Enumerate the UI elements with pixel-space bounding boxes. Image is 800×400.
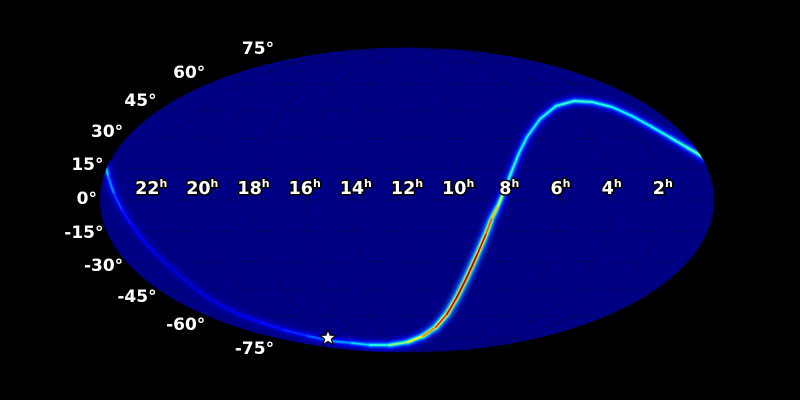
ra-label-2h: 2h xyxy=(653,177,673,199)
band-segment xyxy=(422,326,437,337)
ra-label-6h: 6h xyxy=(550,177,570,199)
probability-band xyxy=(100,95,712,351)
band-segment xyxy=(351,342,371,346)
band-segment xyxy=(283,329,309,337)
band-segment xyxy=(217,303,239,315)
band-segment xyxy=(446,296,458,315)
ra-axis-labels: 22h 20h 18h 16h 14h 12h 10h 8h 6h 4h 2h xyxy=(134,176,675,201)
band-segment xyxy=(130,223,143,240)
ra-label-16h: 16h xyxy=(289,177,321,199)
band-segment xyxy=(611,106,633,117)
band-segment xyxy=(121,209,132,225)
band-segment xyxy=(485,217,493,235)
dec-label--60: -60° xyxy=(166,315,205,335)
band-segment xyxy=(518,136,528,154)
band-segment xyxy=(141,238,156,254)
source-star-marker xyxy=(319,328,337,346)
ra-label-18h: 18h xyxy=(237,177,269,199)
band-segment xyxy=(476,233,487,256)
band-segment xyxy=(539,105,557,120)
band-segment xyxy=(389,341,409,346)
dec-label--45: -45° xyxy=(117,287,156,307)
dec-label--30: -30° xyxy=(84,256,123,276)
band-segment xyxy=(168,265,185,280)
meridian-line-8h xyxy=(406,47,510,353)
band-segment xyxy=(651,126,672,139)
band-segment xyxy=(154,252,170,267)
band-segment xyxy=(631,115,653,128)
band-segment xyxy=(113,193,123,211)
band-segment xyxy=(435,313,448,328)
ra-label-12h: 12h xyxy=(391,177,423,199)
dec-label-30: 30° xyxy=(91,122,123,142)
dec-label-75: 75° xyxy=(242,39,274,59)
band-segment xyxy=(555,100,575,107)
meridian-line-18h xyxy=(253,47,408,353)
dec-axis-labels: 75° 60° 45°30° 15° 0° -15° -30° -45° -60° -75° xyxy=(63,38,276,361)
band-segment xyxy=(670,137,689,149)
meridian-line-14h xyxy=(355,47,408,353)
band-segment xyxy=(507,167,514,182)
dec-label-45: 45° xyxy=(124,91,156,111)
ra-label-10h: 10h xyxy=(442,177,474,199)
ra-label-4h: 4h xyxy=(602,177,622,199)
band-core xyxy=(103,100,707,346)
meridian-line-10h xyxy=(406,47,459,353)
band-segment xyxy=(526,118,541,138)
band-segment xyxy=(491,205,499,219)
meridian-line-4h xyxy=(406,47,613,353)
band-segment xyxy=(259,321,285,331)
band-segment xyxy=(466,254,478,278)
band-segment xyxy=(237,313,261,323)
meridian-line-16h xyxy=(304,47,408,353)
star-icon xyxy=(319,328,337,346)
band-segment xyxy=(512,152,520,169)
ra-label-8h: 8h xyxy=(499,177,519,199)
ra-label-20h: 20h xyxy=(186,177,218,199)
band-segment xyxy=(107,175,115,195)
meridian-line-2h xyxy=(406,47,664,353)
band-segment xyxy=(573,100,593,103)
band-segment xyxy=(456,276,468,298)
band-segment xyxy=(497,193,504,207)
dec-label-0: 0° xyxy=(77,189,97,209)
band-segment xyxy=(502,180,509,195)
dec-label-60: 60° xyxy=(173,63,205,83)
ra-label-22h: 22h xyxy=(135,177,167,199)
band-segment xyxy=(591,101,613,108)
dec-label--75: -75° xyxy=(235,339,274,359)
band-segment xyxy=(199,291,219,305)
meridian-line-6h xyxy=(406,47,561,353)
dec-label--15: -15° xyxy=(64,223,103,243)
band-segment xyxy=(687,147,701,156)
ra-label-14h: 14h xyxy=(340,177,372,199)
band-segment xyxy=(407,335,424,343)
band-segment xyxy=(329,340,353,344)
dec-label-15: 15° xyxy=(71,155,103,175)
band-segment xyxy=(183,278,201,293)
